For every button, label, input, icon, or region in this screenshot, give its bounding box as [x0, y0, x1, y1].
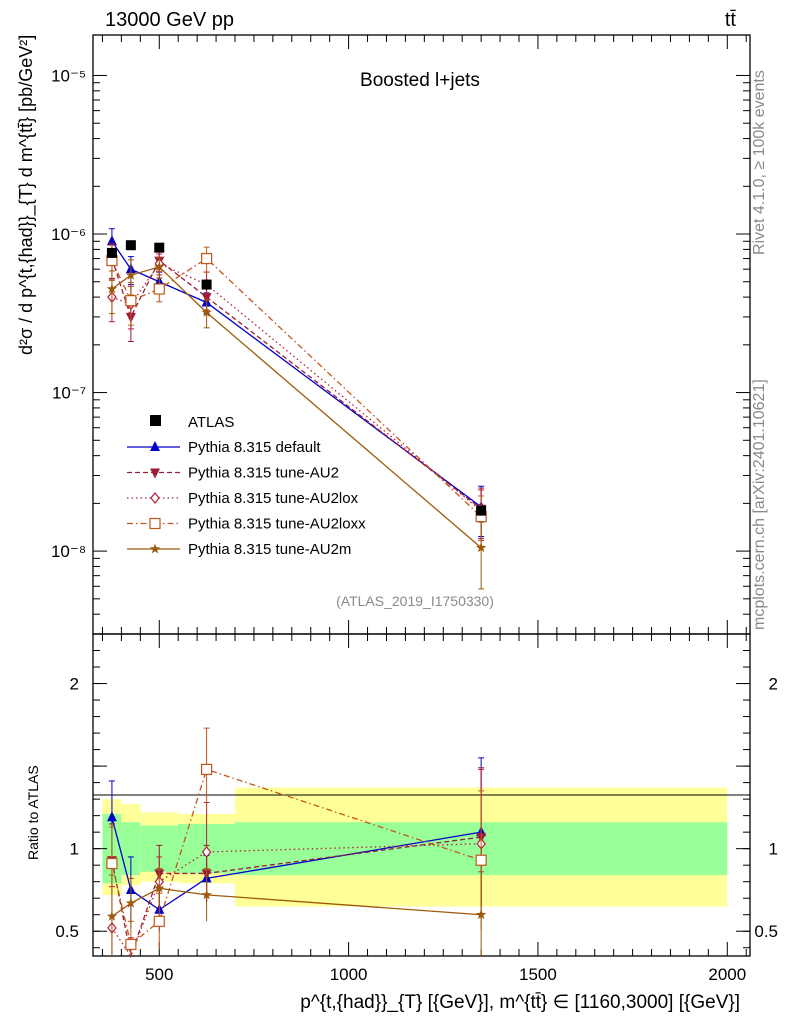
series-4-ratio-point — [106, 910, 118, 921]
series-3-line — [111, 257, 482, 518]
series-4-point — [106, 283, 118, 294]
series-4-ratio-point — [201, 889, 212, 900]
legend-label-4: Pythia 8.315 tune-AU2m — [188, 541, 351, 558]
legend-label-2: Pythia 8.315 tune-AU2lox — [188, 490, 359, 507]
series-4-point — [475, 542, 487, 553]
atlas-point — [476, 505, 487, 516]
y-tick-label: 10⁻⁸ — [51, 542, 86, 561]
y-tick-label: 10⁻⁵ — [51, 66, 86, 85]
series-3-point — [153, 283, 165, 295]
legend: ATLAS Pythia 8.315 default Pythia 8.315 t… — [127, 414, 366, 558]
legend-model-entries: Pythia 8.315 default Pythia 8.315 tune-AU… — [127, 439, 366, 558]
series-4-point — [154, 261, 165, 272]
series-2-line — [111, 262, 482, 512]
legend-marker-atlas — [150, 415, 161, 426]
y-tick-label: 10⁻⁷ — [52, 384, 86, 403]
legend-marker-1 — [150, 468, 160, 479]
series-3-ratio-point — [153, 915, 165, 927]
series-4-point — [201, 307, 212, 317]
process-label: tt̄ — [725, 9, 737, 31]
series-3-ratio-point — [125, 938, 137, 951]
x-tick-label: 1500 — [519, 965, 557, 984]
rivet-label: Rivet 4.1.0, ≥ 100k events — [751, 70, 768, 255]
atlas-point — [201, 279, 212, 290]
legend-marker-3 — [149, 517, 161, 530]
y-axis-label: d²σ / d p^{t,{had}}_{T} d m^{tt̄} [pb/Ge… — [16, 35, 37, 355]
ratio-series — [106, 727, 487, 959]
legend-label-0: Pythia 8.315 default — [188, 439, 321, 456]
series-4-ratio-point — [125, 897, 137, 908]
ratio-y-tick-label-right: 2 — [769, 675, 778, 694]
axis-ticks: 500 1000 1500 2000 10⁻⁵ 10⁻⁶ 10⁻⁷ 10⁻⁸ 2 2 1 1 0.5 0.… — [51, 35, 778, 984]
ratio-y-tick-label-right: 1 — [769, 840, 778, 859]
ratio-y-axis-label: Ratio to ATLAS — [25, 765, 41, 860]
mcplots-label: mcplots.cern.ch [arXiv:2401.10621] — [751, 379, 768, 630]
x-tick-label: 2000 — [708, 965, 746, 984]
main-series — [106, 228, 487, 590]
series-3-ratio-point — [106, 857, 118, 870]
series-3-point — [125, 295, 137, 307]
energy-label: 13000 GeV pp — [105, 9, 234, 31]
ratio-y-tick-label: 2 — [70, 675, 79, 694]
ratio-y-tick-label: 0.5 — [55, 922, 79, 941]
ratio-y-tick-label: 1 — [70, 840, 79, 859]
ratio-bands — [102, 787, 728, 907]
series-3-point — [201, 252, 213, 265]
legend-entry-atlas: ATLAS — [150, 414, 234, 431]
series-3-ratio-line — [111, 768, 482, 946]
series-4-ratio-point — [154, 882, 165, 893]
legend-marker-4 — [149, 543, 161, 554]
ratio-band-stat — [121, 822, 141, 876]
legend-label-3: Pythia 8.315 tune-AU2loxx — [188, 516, 366, 533]
series-0-ratio-point — [106, 811, 117, 822]
x-tick-label: 1000 — [330, 965, 368, 984]
legend-label-1: Pythia 8.315 tune-AU2 — [188, 465, 339, 482]
atlas-point — [125, 240, 136, 251]
series-4-ratio-point — [475, 909, 487, 920]
legend-marker-0 — [150, 441, 160, 451]
y-tick-label: 10⁻⁶ — [51, 225, 86, 244]
series-3-ratio-point — [201, 763, 213, 776]
x-tick-label: 500 — [145, 965, 173, 984]
analysis-label: (ATLAS_2019_I1750330) — [336, 593, 494, 609]
atlas-point — [106, 247, 117, 258]
ratio-y-tick-label-right: 0.5 — [754, 922, 778, 941]
atlas-point — [154, 242, 165, 253]
x-axis-label: p^{t,{had}}_{T} [{GeV}], m^{tt̄} ∈ [1160… — [300, 992, 740, 1013]
chart-title: Boosted l+jets — [360, 70, 480, 91]
legend-marker-2 — [150, 492, 160, 504]
legend-label-atlas: ATLAS — [188, 414, 234, 431]
series-2-ratio-point — [201, 846, 212, 858]
series-3-ratio-point — [475, 854, 487, 866]
series-4-point — [125, 269, 137, 280]
